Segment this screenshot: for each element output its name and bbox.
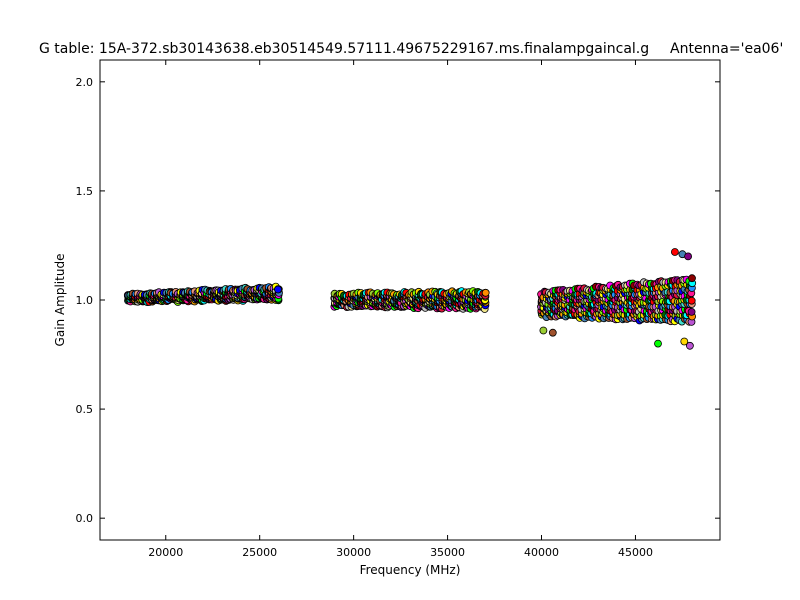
- data-point: [671, 248, 679, 256]
- data-point: [654, 339, 662, 348]
- data-point: [680, 337, 689, 346]
- x-tick-label: 30000: [336, 546, 371, 559]
- y-tick-label: 1.0: [76, 294, 94, 307]
- y-tick-label: 0.0: [76, 512, 94, 525]
- y-axis-label: Gain Amplitude: [53, 254, 67, 347]
- y-tick-label: 1.5: [76, 185, 94, 198]
- x-tick-label: 25000: [242, 546, 277, 559]
- data-point: [539, 326, 548, 335]
- data-point: [274, 285, 282, 294]
- chart-subtitle: Antenna='ea06': [670, 41, 783, 57]
- chart-title: G table: 15A-372.sb30143638.eb30514549.5…: [39, 41, 649, 57]
- x-tick-label: 35000: [430, 546, 465, 559]
- x-axis-label: Frequency (MHz): [360, 563, 461, 577]
- x-tick-label: 20000: [148, 546, 183, 559]
- data-points: [123, 248, 697, 350]
- y-tick-label: 0.5: [76, 403, 94, 416]
- x-tick-label: 45000: [618, 546, 653, 559]
- axis-ticks: 20000 25000 30000 35000 40000 45000 0.0 0.5 1.0 1…: [76, 60, 720, 559]
- data-point: [688, 274, 696, 283]
- x-tick-label: 40000: [524, 546, 559, 559]
- data-point: [481, 288, 490, 297]
- data-point: [548, 328, 557, 337]
- data-point: [686, 341, 694, 350]
- data-point: [684, 252, 692, 261]
- y-tick-label: 2.0: [76, 76, 94, 89]
- data-point: [687, 307, 696, 316]
- data-point: [687, 296, 696, 305]
